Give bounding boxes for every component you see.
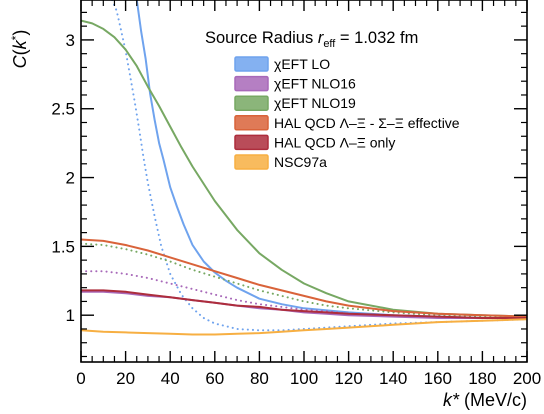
legend-swatch-hal-qcd-effective <box>234 115 269 131</box>
legend-swatch-nsc97a <box>234 154 269 170</box>
axis-ticks: 0 20 40 60 80 100 120 140 160 180 200 1 1.5 2 2.5 3 <box>51 0 541 388</box>
legend-label-eft-nlo16: χEFT NLO16 <box>274 76 356 92</box>
x-tick-label: 80 <box>250 369 269 388</box>
x-tick-label: 60 <box>205 369 224 388</box>
y-tick-label: 1 <box>66 306 75 325</box>
legend-label-hal-qcd-only: HAL QCD Λ–Ξ only <box>274 134 395 150</box>
x-tick-label: 180 <box>468 369 496 388</box>
y-axis-title: C(k*) <box>9 30 30 69</box>
legend-label-nsc97a: NSC97a <box>274 154 327 170</box>
x-tick-label: 160 <box>424 369 452 388</box>
x-tick-label: 140 <box>379 369 407 388</box>
x-tick-label: 40 <box>161 369 180 388</box>
series-line-hal-qcd-only <box>81 289 527 319</box>
series-line-eft-nlo19 <box>81 19 527 318</box>
series-line-eft-nlo19-dotted <box>81 242 527 318</box>
series-line-hal-qcd-effective <box>81 238 527 318</box>
x-tick-label: 20 <box>116 369 135 388</box>
y-tick-label: 1.5 <box>51 237 75 256</box>
series-line-nsc97a <box>81 318 527 336</box>
x-tick-label: 0 <box>76 369 85 388</box>
legend-label-eft-lo: χEFT LO <box>274 56 330 72</box>
x-tick-label: 120 <box>334 369 362 388</box>
y-tick-label: 2 <box>66 169 75 188</box>
legend-swatch-eft-lo <box>234 56 269 72</box>
y-tick-label: 2.5 <box>51 100 75 119</box>
legend-label-hal-qcd-effective: HAL QCD Λ–Ξ - Σ–Ξ effective <box>274 115 460 131</box>
legend-swatch-hal-qcd-only <box>234 134 269 151</box>
data-curves <box>81 0 527 336</box>
legend-swatch-eft-nlo16 <box>234 75 269 92</box>
x-tick-label: 100 <box>290 369 318 388</box>
x-axis-title: k* (MeV/c) <box>443 390 527 410</box>
y-tick-label: 3 <box>66 31 75 50</box>
x-tick-label: 200 <box>513 369 541 388</box>
series-line-eft-lo-dotted <box>111 0 527 332</box>
legend-label-eft-nlo19: χEFT NLO19 <box>274 95 356 111</box>
legend-title: Source Radius reff = 1.032 fm <box>205 29 418 50</box>
legend: Source Radius reff = 1.032 fm χEFT LO χEFT… <box>205 29 460 170</box>
legend-swatch-eft-nlo19 <box>234 95 269 111</box>
series-line-eft-nlo16 <box>81 290 527 319</box>
